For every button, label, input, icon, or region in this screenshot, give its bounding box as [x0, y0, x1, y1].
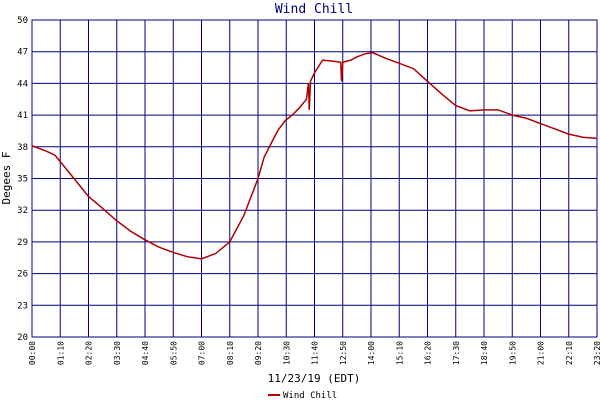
x-tick-label: 14:00: [367, 341, 376, 365]
x-tick-label: 15:10: [395, 341, 404, 365]
x-tick-label: 18:40: [480, 341, 489, 365]
x-tick-label: 17:30: [452, 341, 461, 365]
y-tick-label: 32: [17, 206, 28, 216]
x-tick-label: 04:40: [141, 341, 150, 365]
x-tick-label: 09:20: [254, 341, 263, 365]
y-tick-label: 26: [17, 270, 28, 280]
legend-label: Wind Chill: [283, 391, 337, 400]
x-tick-label: 12:50: [339, 341, 348, 365]
x-tick-label: 16:20: [424, 341, 433, 365]
x-tick-label: 19:50: [508, 341, 517, 365]
x-tick-label: 22:10: [565, 341, 574, 365]
x-tick-label: 21:00: [537, 341, 546, 365]
y-tick-label: 23: [17, 301, 28, 311]
x-tick-label: 00:00: [28, 341, 37, 365]
y-tick-label: 38: [17, 143, 28, 153]
x-tick-label: 07:00: [198, 341, 207, 365]
y-tick-label: 20: [17, 333, 28, 343]
y-tick-label: 35: [17, 175, 28, 185]
x-tick-label: 10:30: [282, 341, 291, 365]
y-tick-label: 44: [17, 79, 28, 89]
x-tick-label: 08:10: [226, 341, 235, 365]
y-tick-label: 47: [17, 48, 28, 58]
chart-title: Wind Chill: [275, 2, 353, 17]
y-axis-label: Degees F: [0, 152, 13, 205]
y-tick-label: 29: [17, 238, 28, 248]
data-line: [31, 51, 598, 260]
x-tick-label: 05:50: [169, 341, 178, 365]
x-tick-label: 01:10: [56, 341, 65, 365]
x-tick-label: 11:40: [311, 341, 320, 365]
x-tick-label: 03:30: [113, 341, 122, 365]
x-tick-label: 23:20: [593, 341, 600, 365]
y-tick-label: 50: [17, 16, 28, 26]
x-tick-label: 02:20: [85, 341, 94, 365]
y-tick-label: 41: [17, 111, 28, 121]
x-axis-label: 11/23/19 (EDT): [268, 372, 361, 385]
